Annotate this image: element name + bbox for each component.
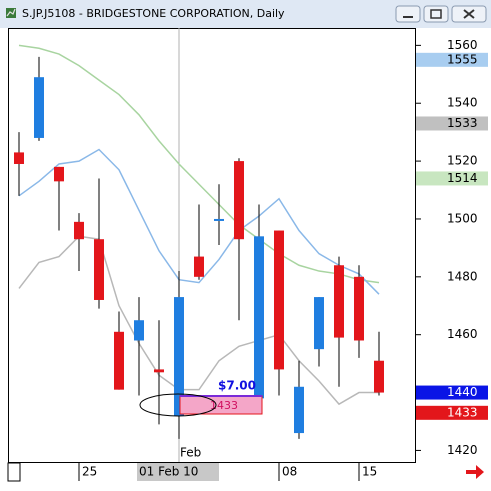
maximize-glyph <box>430 9 442 19</box>
candle-body <box>114 331 124 390</box>
scroll-right-arrow[interactable] <box>466 465 484 479</box>
candle-body <box>94 239 104 300</box>
price-marker-label: 1514 <box>447 171 478 185</box>
x-tick-label: 01 Feb 10 <box>139 465 198 479</box>
candle-body <box>174 297 184 416</box>
price-marker-label: 1555 <box>447 52 478 66</box>
y-tick-label: 1420 <box>447 443 478 457</box>
candle-body <box>234 161 244 240</box>
y-tick-label: 1480 <box>447 269 478 283</box>
candle-body <box>354 276 364 341</box>
y-tick-label: 1540 <box>447 96 478 110</box>
crosshair-label: Feb <box>180 446 201 460</box>
y-tick-label: 1560 <box>447 38 478 52</box>
candle-body <box>334 265 344 338</box>
scroll-box[interactable] <box>7 462 21 482</box>
y-tick-label: 1460 <box>447 327 478 341</box>
maximize-button[interactable] <box>423 5 449 23</box>
price-marker <box>416 385 488 400</box>
candle-body <box>314 297 324 350</box>
price-marker-label: 1440 <box>447 385 478 399</box>
close-glyph <box>463 9 475 19</box>
y-tick-label: 1500 <box>447 211 478 225</box>
candle-body <box>34 77 44 138</box>
chart-background <box>0 28 491 491</box>
candle-body <box>294 386 304 434</box>
minimize-button[interactable] <box>395 5 421 23</box>
y-tick-label: 1520 <box>447 154 478 168</box>
candle-body <box>254 236 264 399</box>
plot-frame <box>8 28 416 463</box>
price-marker <box>416 405 488 420</box>
price-box-label: 1433 <box>210 399 238 412</box>
candle-body <box>14 152 24 164</box>
moving-average <box>18 148 380 295</box>
candle-body <box>374 360 384 393</box>
price-marker-label: 1533 <box>447 116 478 130</box>
price-marker <box>416 171 488 186</box>
price-marker <box>416 52 488 67</box>
x-tick-label: 25 <box>82 465 97 479</box>
moving-average <box>18 44 380 284</box>
distance-label: $7.00 <box>218 379 256 393</box>
ellipse-drawing <box>139 393 217 417</box>
price-marker-label: 1433 <box>447 405 478 419</box>
x-highlight-box <box>137 463 219 481</box>
candle-body <box>54 166 64 182</box>
candle-body <box>194 256 204 277</box>
window-icon-glyph <box>6 8 16 17</box>
x-tick-label: 08 <box>282 465 297 479</box>
candle-body <box>274 230 284 370</box>
window-title: S.JP.J5108 - BRIDGESTONE CORPORATION, Da… <box>22 7 285 20</box>
price-marker <box>416 116 488 131</box>
candle-body <box>154 369 164 373</box>
candle-body <box>134 320 144 341</box>
candle-body <box>214 218 224 221</box>
x-tick-label: 15 <box>362 465 377 479</box>
candle-body <box>74 221 84 240</box>
